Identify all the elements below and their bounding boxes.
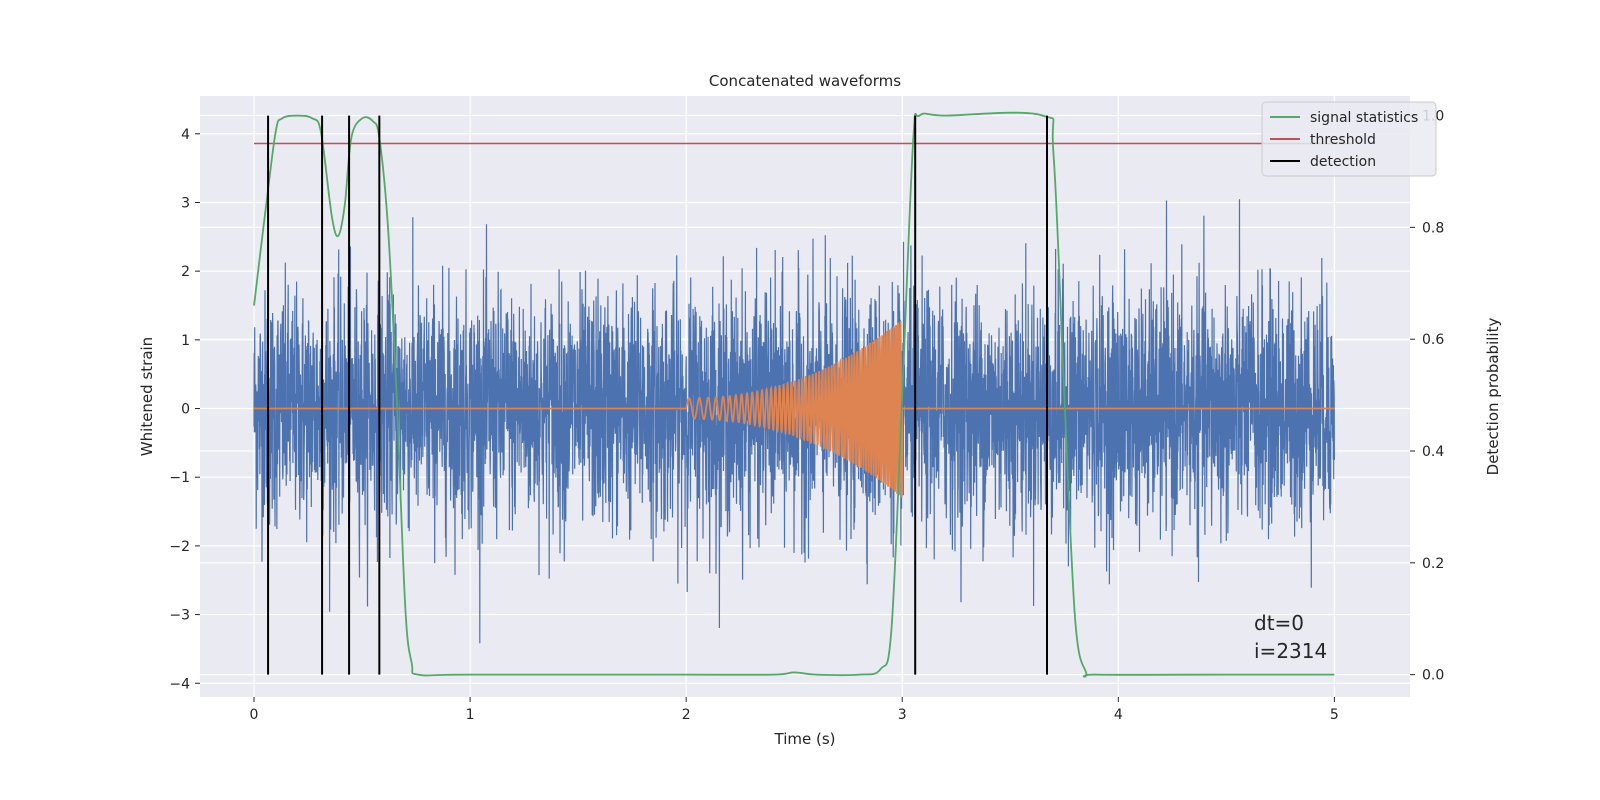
y2-tick-label: 0.6 xyxy=(1422,332,1444,348)
x-tick-label: 3 xyxy=(898,707,907,723)
y-tick-label: 2 xyxy=(181,264,190,280)
series-chirp-template xyxy=(254,320,1335,498)
x-tick-label: 0 xyxy=(250,707,259,723)
x-tick-label: 2 xyxy=(682,707,691,723)
y2-tick-label: 0.4 xyxy=(1422,444,1444,460)
chart-title: Concatenated waveforms xyxy=(709,72,901,90)
legend: signal statistics threshold detection xyxy=(1261,101,1437,177)
x-tick-label: 4 xyxy=(1114,707,1123,723)
series-signal-statistics xyxy=(253,111,1335,678)
y2-tick-label: 0.2 xyxy=(1422,556,1444,572)
y-tick-label: 4 xyxy=(181,127,190,143)
x-axis-label: Time (s) xyxy=(774,730,836,748)
y2-tick-label: 0.0 xyxy=(1422,668,1444,684)
series-layer xyxy=(253,111,1352,678)
x-tick-label: 5 xyxy=(1330,707,1339,723)
y2-axis-label: Detection probability xyxy=(1484,318,1502,476)
y-axis-label: Whitened strain xyxy=(138,337,156,456)
annotation-index: i=2314 xyxy=(1254,639,1327,663)
y-tick-label: −1 xyxy=(169,470,190,486)
legend-entry-signal-statistics: signal statistics xyxy=(1310,110,1418,126)
y-tick-label: 0 xyxy=(181,402,190,418)
legend-entry-threshold: threshold xyxy=(1310,132,1376,148)
annotation-dt: dt=0 xyxy=(1254,611,1304,635)
y-tick-label: 1 xyxy=(181,333,190,349)
y-tick-label: −2 xyxy=(169,539,190,555)
x-tick-label: 1 xyxy=(466,707,475,723)
y-tick-label: −4 xyxy=(169,676,190,692)
y2-tick-label: 0.8 xyxy=(1422,220,1444,236)
legend-entry-detection: detection xyxy=(1310,154,1376,170)
legend-box xyxy=(1261,101,1437,177)
y-tick-label: −3 xyxy=(169,608,190,624)
y-tick-label: 3 xyxy=(181,195,190,211)
